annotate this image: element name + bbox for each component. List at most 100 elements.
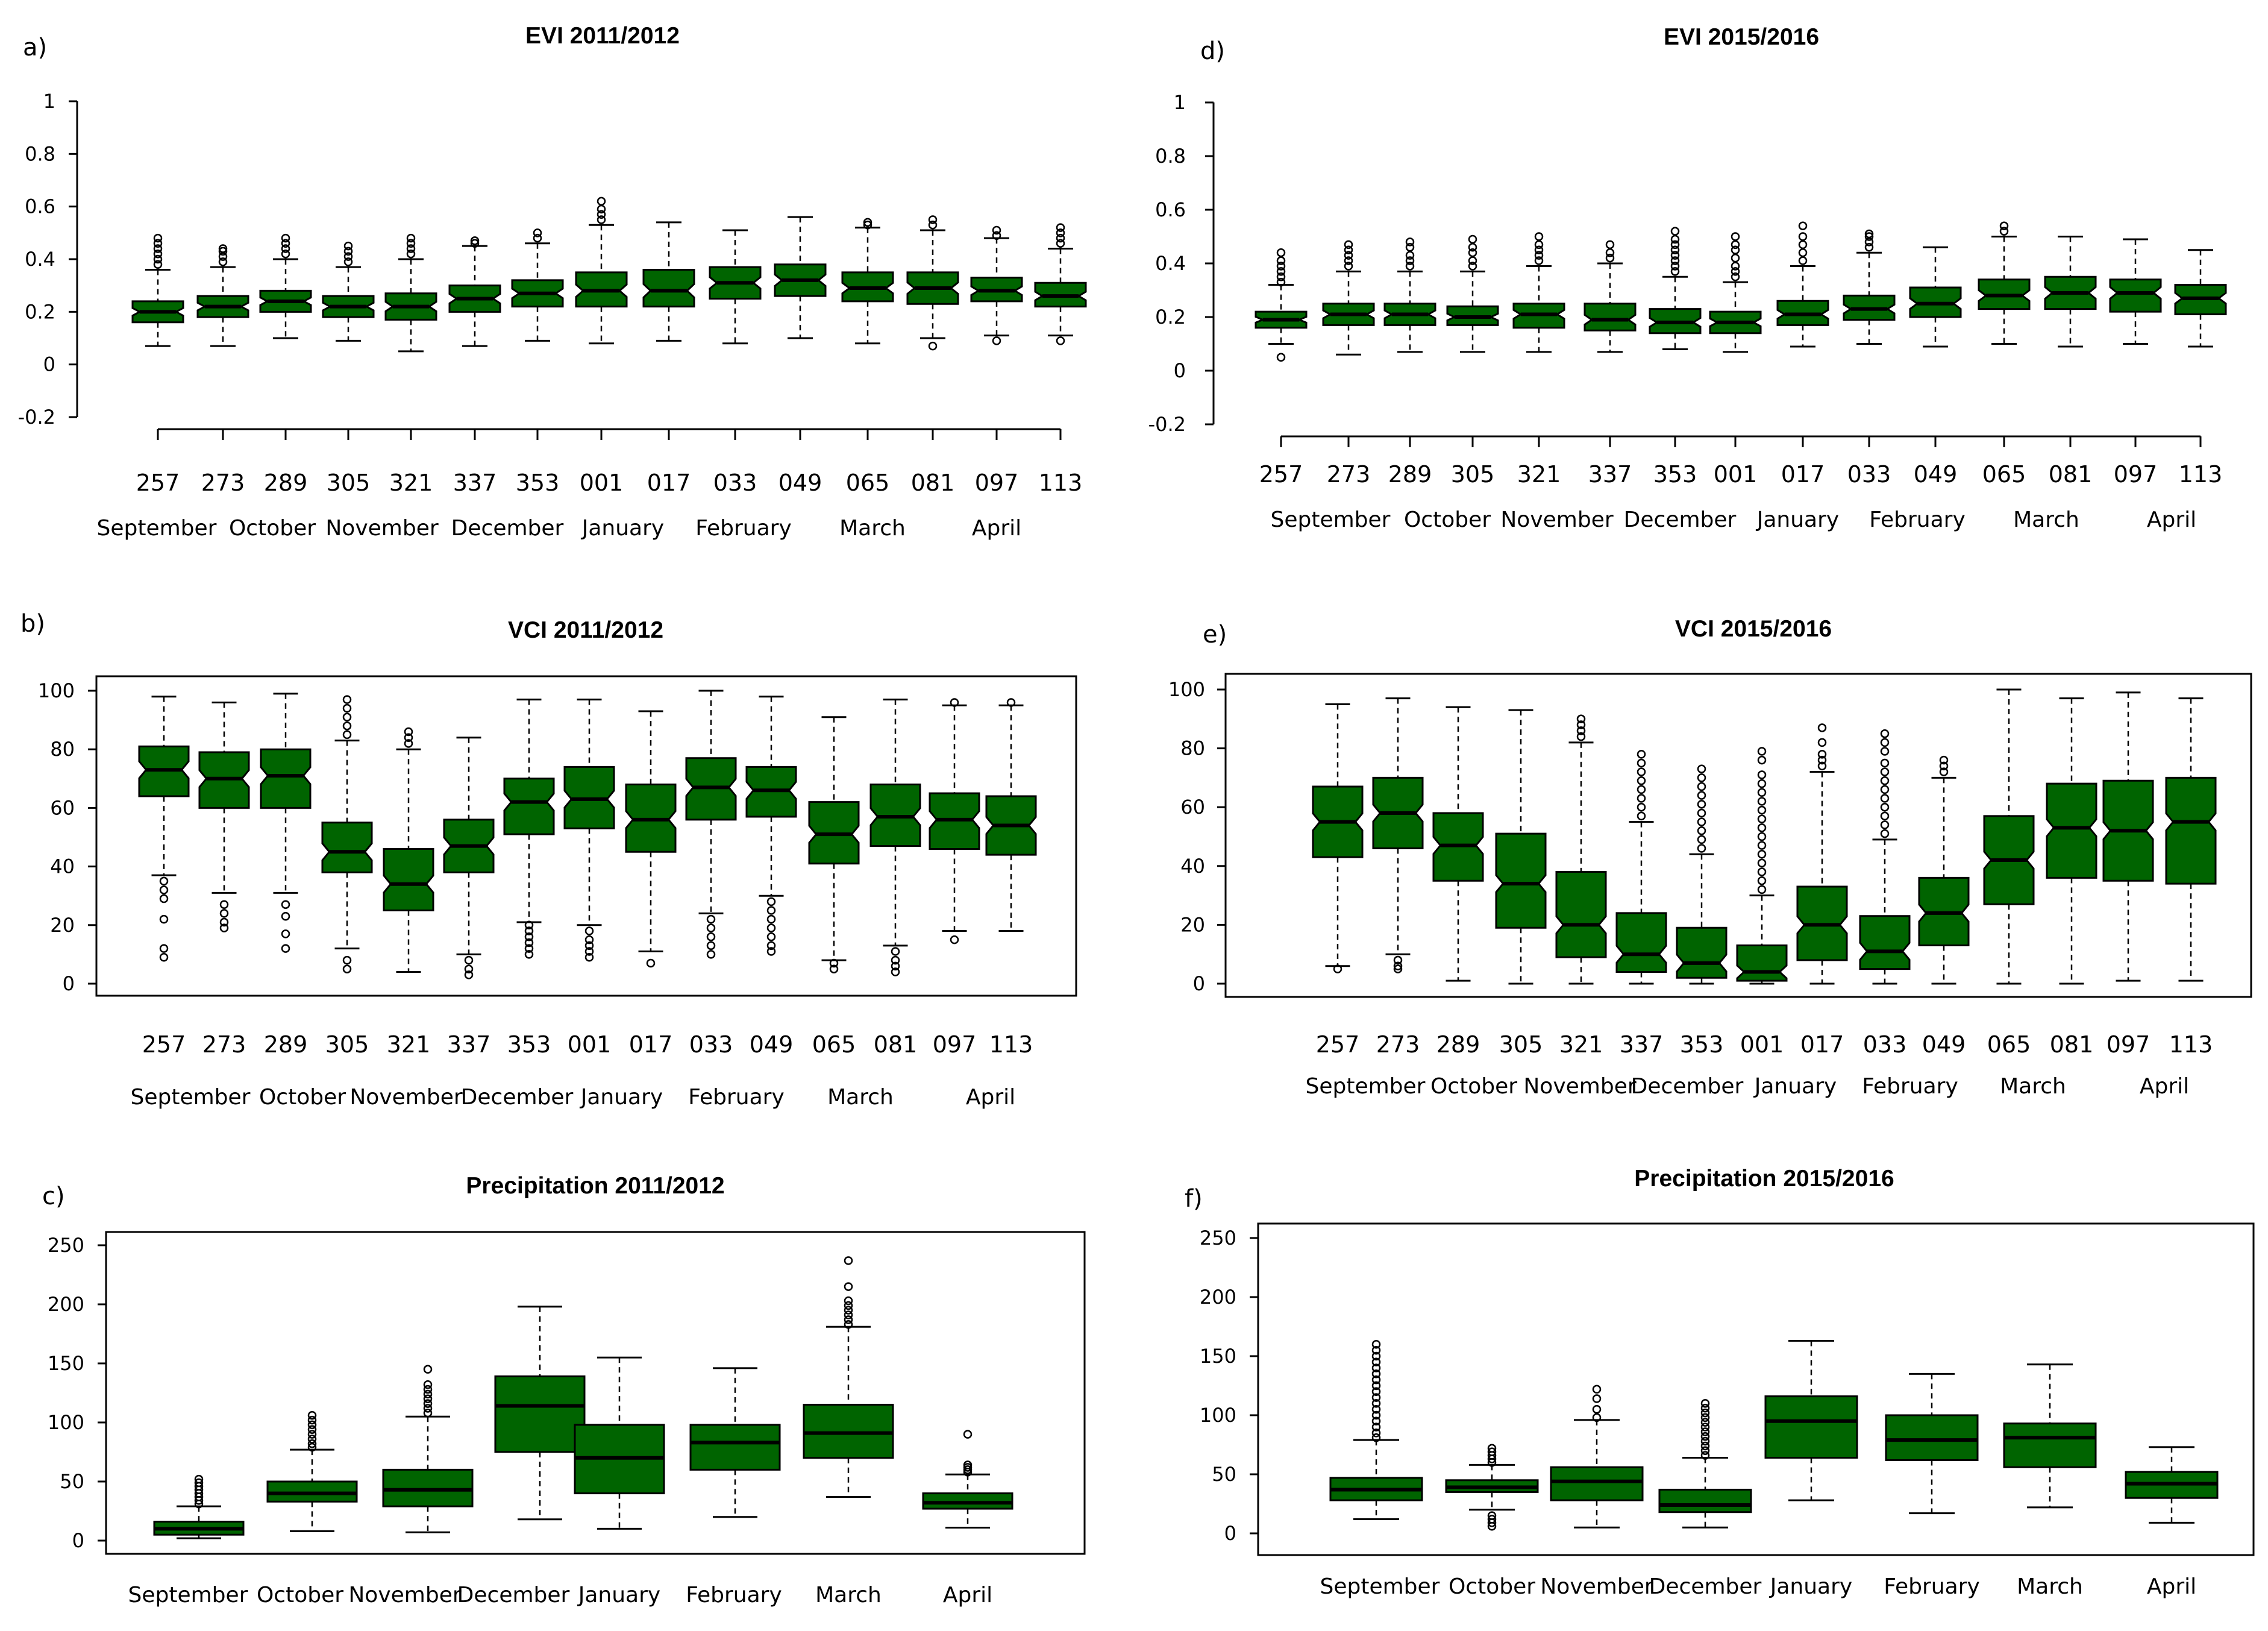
boxplot-321 (383, 727, 434, 973)
outlier-point (1757, 755, 1767, 765)
x-tick-label: 321 (387, 1031, 431, 1058)
outlier-point (464, 964, 474, 973)
boxplot-353 (503, 699, 555, 959)
outlier-point (1405, 251, 1415, 260)
box-body (2046, 782, 2097, 879)
outlier-point (584, 941, 594, 951)
outlier-point (342, 730, 352, 740)
y-tick-label: 20 (1180, 913, 1205, 936)
outlier-point (307, 1415, 317, 1425)
boxplot-November (382, 1365, 474, 1533)
y-tick-label: 50 (1212, 1463, 1236, 1486)
x-tick-label: 049 (750, 1031, 794, 1058)
month-label: October (1404, 508, 1491, 532)
boxplot-049 (1909, 246, 1962, 348)
outlier-point (829, 958, 839, 968)
boxplot-January (574, 1356, 665, 1530)
outlier-point (307, 1425, 317, 1435)
outlier-point (1637, 767, 1646, 776)
outlier-point (159, 953, 169, 962)
y-tick-label: 250 (48, 1234, 84, 1257)
boxplot-337 (1615, 750, 1667, 985)
outlier-point (343, 241, 353, 251)
outlier-point (1637, 785, 1646, 794)
outlier-point (1700, 1436, 1710, 1446)
outlier-point (1864, 232, 1874, 241)
outlier-point (423, 1365, 433, 1374)
outlier-point (1371, 1387, 1381, 1397)
outlier-point (1670, 262, 1680, 271)
outlier-point (1817, 750, 1827, 759)
outlier-point (950, 935, 959, 944)
x-tick-label: December (1649, 1574, 1762, 1599)
outlier-point (219, 900, 229, 910)
x-tick-label: 113 (989, 1031, 1033, 1058)
x-tick-label: 305 (1499, 1031, 1543, 1058)
boxplot-257 (1255, 248, 1308, 362)
boxplot-February (689, 1367, 781, 1518)
plot-area-d: 1 0.8 0.6 0.4 0.2 0 -0.2 257 273 289 305 321 337 353 0… (1148, 91, 2227, 532)
y-tick-label: -0.2 (1148, 413, 1186, 436)
outlier-point (1700, 1408, 1710, 1418)
boxplot-321 (1512, 232, 1565, 353)
outlier-point (1757, 867, 1767, 876)
outlier-point (1880, 829, 1890, 838)
boxplot-March (2003, 1363, 2097, 1509)
y-tick-label: 150 (1200, 1345, 1236, 1368)
box-body (494, 1375, 586, 1453)
outlier-point (1700, 1403, 1710, 1413)
outlier-point (1697, 817, 1706, 826)
x-tick-label: 305 (327, 470, 371, 496)
outlier-point (423, 1394, 433, 1404)
outlier-point (1757, 797, 1767, 806)
month-label: March (2013, 508, 2079, 532)
box-body (1550, 1466, 1644, 1501)
outlier-point (470, 236, 480, 245)
x-tick-label: 289 (264, 470, 308, 496)
outlier-point (1700, 1432, 1710, 1441)
outlier-point (1393, 961, 1403, 970)
outlier-point (194, 1474, 204, 1484)
x-tick-label: 081 (911, 470, 955, 496)
y-tick-label: 200 (48, 1293, 84, 1316)
x-tick-label: 033 (1863, 1031, 1907, 1058)
month-label: October (259, 1085, 346, 1110)
outlier-point (1757, 885, 1767, 894)
boxplot-081 (869, 699, 921, 976)
box-body (1495, 832, 1547, 929)
y-tick-label: 40 (50, 855, 75, 878)
outlier-point (1605, 253, 1615, 263)
outlier-point (281, 244, 290, 253)
x-tick-label: 321 (389, 470, 433, 496)
outlier-point (1056, 228, 1065, 237)
box-body (1615, 912, 1667, 973)
box-body (260, 748, 312, 809)
outlier-point (1697, 782, 1706, 791)
outlier-point (1056, 223, 1065, 232)
x-tick-label: 049 (1922, 1031, 1966, 1058)
outlier-point (1880, 802, 1890, 812)
boxplot-017 (1796, 723, 1848, 985)
boxplot-257 (1312, 703, 1364, 973)
box-body (1764, 1395, 1858, 1459)
outlier-point (1880, 729, 1890, 738)
outlier-point (992, 225, 1001, 235)
month-label: March (827, 1085, 894, 1110)
boxplot-113 (2165, 697, 2217, 982)
outlier-point (1939, 767, 1949, 776)
outlier-point (928, 220, 938, 230)
panel-label-b: b) (20, 610, 45, 638)
y-tick-label: 0 (63, 972, 75, 995)
x-tick-label: 097 (2114, 461, 2158, 488)
outlier-point (1880, 785, 1890, 794)
x-tick-label: 097 (975, 470, 1019, 496)
boxplot-321 (384, 233, 437, 353)
y-tick-label: 0 (1193, 972, 1205, 995)
month-label: February (688, 1085, 785, 1110)
x-tick-label: 049 (1914, 461, 1958, 488)
month-label: April (2147, 508, 2196, 532)
outlier-point (1534, 256, 1544, 265)
outlier-point (1592, 1404, 1602, 1414)
outlier-point (153, 250, 163, 259)
boxplot-353 (1649, 227, 1702, 350)
